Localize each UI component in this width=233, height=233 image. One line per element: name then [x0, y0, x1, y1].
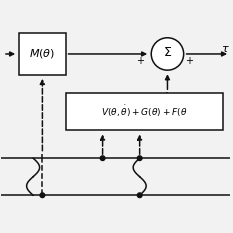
Bar: [65, 93, 223, 130]
Text: +: +: [136, 56, 144, 66]
Circle shape: [137, 193, 142, 198]
Circle shape: [151, 38, 184, 70]
Circle shape: [137, 156, 142, 161]
Circle shape: [40, 193, 45, 198]
Text: $\tau$: $\tau$: [221, 44, 230, 54]
Text: +: +: [185, 56, 193, 66]
Text: $M(\theta)$: $M(\theta)$: [29, 48, 55, 61]
Circle shape: [100, 156, 105, 161]
Text: $V(\theta,\dot{\theta})+G(\theta)+F(\theta$: $V(\theta,\dot{\theta})+G(\theta)+F(\the…: [101, 104, 188, 119]
Text: $\Sigma$: $\Sigma$: [163, 46, 172, 59]
Bar: [19, 33, 65, 75]
